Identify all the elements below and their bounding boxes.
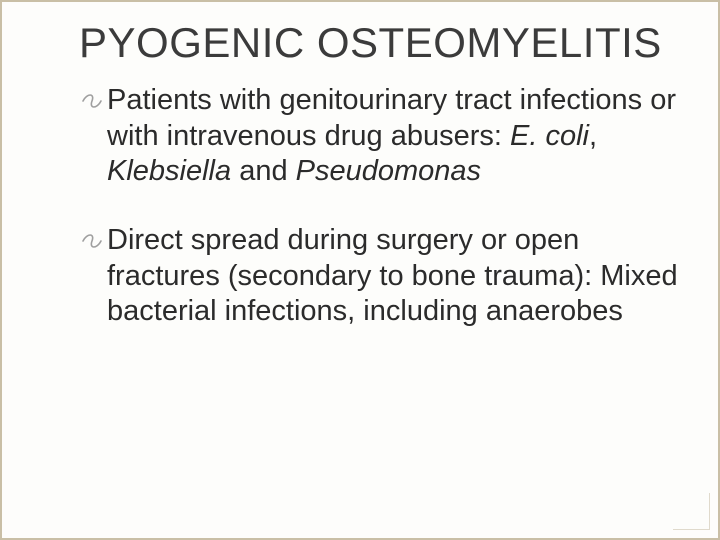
bullet-italic: E. coli: [510, 120, 589, 152]
bullet-italic: Klebsiella: [107, 155, 231, 187]
bullet-segment: and: [231, 155, 296, 187]
bullet-italic: Pseudomonas: [296, 155, 481, 187]
bullet-segment: spread during surgery or open fractures …: [107, 224, 678, 327]
slide-content: Patients with genitourinary tract infect…: [57, 83, 678, 329]
slide: PYOGENIC OSTEOMYELITIS Patients with gen…: [0, 0, 720, 540]
bullet-text: Direct spread during surgery or open fra…: [107, 223, 678, 329]
curly-flourish-icon: [79, 89, 105, 121]
bullet-lead: Direct: [107, 224, 183, 256]
bullet-lead: Patients: [107, 84, 212, 116]
bullet-item: Direct spread during surgery or open fra…: [79, 223, 678, 329]
bullet-text: Patients with genitourinary tract infect…: [107, 83, 678, 189]
curly-flourish-icon: [79, 229, 105, 261]
bullet-segment: ,: [589, 120, 597, 152]
slide-title: PYOGENIC OSTEOMYELITIS: [79, 20, 678, 65]
bullet-item: Patients with genitourinary tract infect…: [79, 83, 678, 189]
